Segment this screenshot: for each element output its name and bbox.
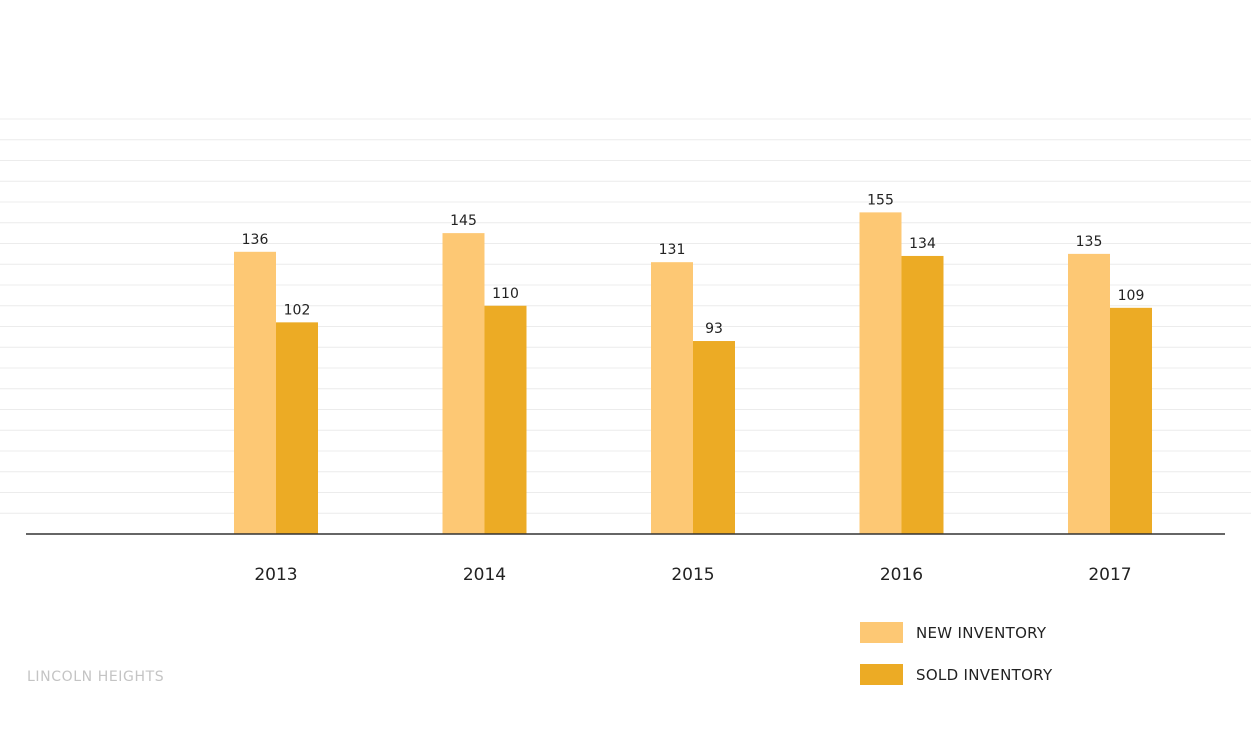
bar-new-inventory-2016: [859, 212, 902, 534]
x-tick-labels: 2013 2014 2015 2016 2017: [254, 565, 1131, 585]
x-tick-label-2015: 2015: [671, 565, 714, 585]
bar-sold-inventory-2013: [276, 322, 318, 534]
data-label-new-inventory-2014: 145: [450, 213, 477, 229]
neighborhood-label: LINCOLN HEIGHTS: [27, 669, 165, 685]
bar-new-inventory-2017: [1068, 253, 1110, 534]
data-labels: 136 145 131 155 135 102 110 93 134 109: [242, 192, 1145, 337]
gridlines: [0, 118, 1251, 514]
data-label-new-inventory-2016: 155: [867, 192, 894, 208]
data-label-new-inventory-2013: 136: [242, 232, 269, 248]
bar-sold-inventory-2015: [693, 341, 735, 534]
legend-item-sold-inventory: SOLD INVENTORY: [860, 664, 1052, 685]
legend-item-new-inventory: NEW INVENTORY: [860, 622, 1046, 643]
x-tick-label-2013: 2013: [254, 565, 297, 585]
bars: [234, 212, 1152, 535]
legend-label-sold-inventory: SOLD INVENTORY: [916, 665, 1053, 684]
legend-swatch-new-inventory: [860, 622, 903, 643]
x-tick-label-2016: 2016: [880, 565, 923, 585]
legend-label-new-inventory: NEW INVENTORY: [916, 623, 1047, 642]
data-label-sold-inventory-2013: 102: [284, 302, 311, 318]
data-label-sold-inventory-2016: 134: [909, 236, 936, 252]
bar-sold-inventory-2014: [484, 305, 527, 534]
bar-sold-inventory-2016: [901, 255, 944, 534]
data-label-new-inventory-2015: 131: [659, 242, 686, 258]
data-label-sold-inventory-2017: 109: [1118, 288, 1145, 304]
x-tick-label-2017: 2017: [1088, 565, 1131, 585]
data-label-new-inventory-2017: 135: [1076, 234, 1103, 250]
x-tick-label-2014: 2014: [463, 565, 506, 585]
data-label-sold-inventory-2015: 93: [705, 321, 723, 337]
bar-new-inventory-2013: [234, 251, 276, 535]
data-label-sold-inventory-2014: 110: [492, 286, 519, 302]
bar-new-inventory-2015: [651, 262, 693, 534]
bar-sold-inventory-2017: [1110, 307, 1152, 534]
bar-new-inventory-2014: [442, 233, 485, 534]
legend-swatch-sold-inventory: [860, 664, 903, 685]
